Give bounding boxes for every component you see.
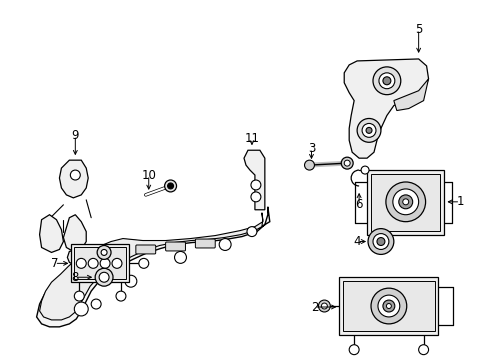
Text: 10: 10 [141, 168, 156, 181]
Circle shape [344, 160, 349, 166]
Circle shape [88, 258, 98, 268]
Text: 8: 8 [71, 271, 79, 284]
Circle shape [174, 251, 186, 264]
Circle shape [95, 268, 113, 286]
Circle shape [101, 249, 107, 255]
Polygon shape [37, 207, 269, 327]
Circle shape [124, 275, 137, 287]
Circle shape [74, 291, 84, 301]
Circle shape [74, 302, 88, 316]
Circle shape [97, 246, 111, 260]
Text: 4: 4 [353, 235, 360, 248]
Circle shape [366, 127, 371, 133]
Polygon shape [74, 247, 126, 279]
Circle shape [377, 295, 399, 317]
FancyBboxPatch shape [195, 239, 215, 248]
Circle shape [100, 258, 110, 268]
Circle shape [70, 170, 80, 180]
Text: 5: 5 [414, 23, 422, 36]
Polygon shape [244, 150, 264, 210]
Circle shape [318, 300, 330, 312]
Circle shape [112, 258, 122, 268]
Circle shape [372, 67, 400, 95]
Circle shape [356, 118, 380, 142]
Circle shape [321, 303, 326, 309]
FancyBboxPatch shape [136, 245, 155, 254]
FancyBboxPatch shape [165, 242, 185, 251]
Circle shape [139, 258, 148, 268]
Polygon shape [60, 160, 88, 198]
Circle shape [99, 272, 109, 282]
Polygon shape [344, 59, 427, 158]
Circle shape [402, 199, 408, 205]
Polygon shape [40, 213, 263, 320]
Polygon shape [71, 244, 129, 282]
Circle shape [116, 291, 126, 301]
Circle shape [370, 288, 406, 324]
Circle shape [418, 345, 427, 355]
Circle shape [348, 345, 358, 355]
Polygon shape [339, 277, 438, 335]
Circle shape [398, 195, 412, 209]
Text: 7: 7 [51, 257, 58, 270]
Polygon shape [393, 79, 427, 111]
Circle shape [250, 192, 260, 202]
Polygon shape [40, 215, 63, 252]
Text: 9: 9 [71, 129, 79, 142]
Text: 11: 11 [244, 132, 259, 145]
Polygon shape [366, 170, 444, 235]
Text: 6: 6 [355, 198, 362, 211]
Polygon shape [67, 249, 79, 264]
Polygon shape [63, 215, 86, 251]
Circle shape [167, 183, 173, 189]
Circle shape [367, 229, 393, 255]
Circle shape [386, 303, 390, 309]
Circle shape [341, 157, 352, 169]
Text: 2: 2 [310, 301, 318, 314]
Polygon shape [370, 174, 440, 231]
Circle shape [382, 77, 390, 85]
Circle shape [219, 239, 231, 251]
Circle shape [392, 189, 418, 215]
Circle shape [246, 227, 256, 237]
Circle shape [250, 180, 260, 190]
Text: 1: 1 [456, 195, 463, 208]
Circle shape [382, 300, 394, 312]
Circle shape [378, 73, 394, 89]
Polygon shape [343, 281, 434, 331]
Circle shape [304, 160, 314, 170]
Circle shape [91, 299, 101, 309]
Circle shape [376, 238, 384, 246]
Text: 3: 3 [307, 142, 315, 155]
Circle shape [372, 234, 388, 249]
Circle shape [361, 123, 375, 137]
Circle shape [360, 166, 368, 174]
Circle shape [385, 182, 425, 222]
Circle shape [76, 258, 86, 268]
Circle shape [164, 180, 176, 192]
